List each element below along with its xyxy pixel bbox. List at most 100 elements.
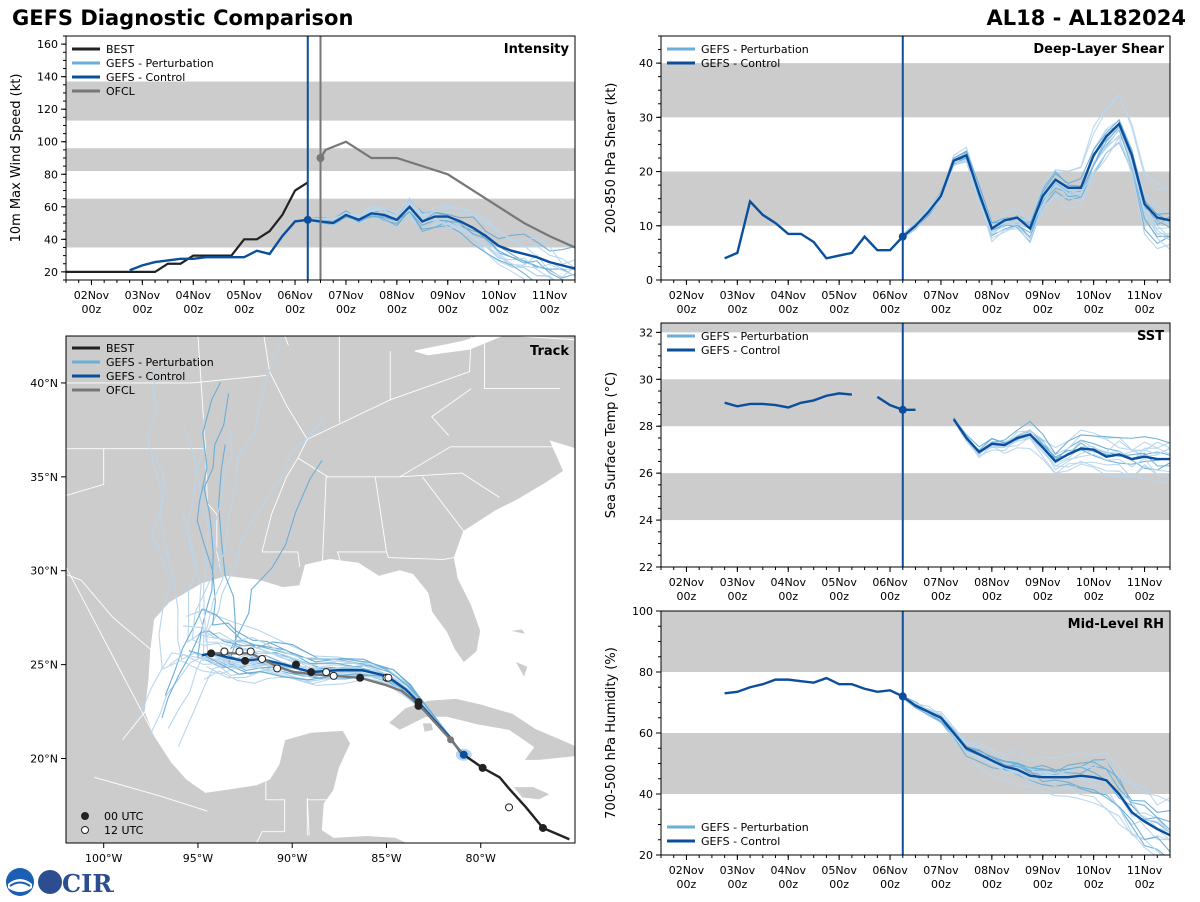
lat-tick-label: 35°N bbox=[30, 471, 58, 484]
x-tick-label: 09Nov bbox=[1025, 289, 1061, 302]
ofcl-track bbox=[213, 652, 465, 756]
x-tick-label: 00z bbox=[727, 303, 747, 316]
x-tick-label: 03Nov bbox=[720, 864, 756, 877]
y-axis-label: 200-850 hPa Shear (kt) bbox=[604, 83, 619, 234]
legend-entry: GEFS - Control bbox=[701, 835, 780, 848]
x-tick-label: 00z bbox=[336, 303, 356, 316]
y-tick-label: 20 bbox=[44, 266, 58, 279]
legend-entry: GEFS - Control bbox=[701, 344, 780, 357]
y-tick-label: 40 bbox=[639, 57, 653, 70]
marker-legend-symbol bbox=[81, 812, 89, 820]
state-border bbox=[386, 551, 455, 560]
land-jamaica bbox=[511, 786, 552, 801]
x-tick-label: 03Nov bbox=[720, 576, 756, 589]
lon-tick-label: 95°W bbox=[183, 852, 213, 865]
y-tick-label: 160 bbox=[37, 38, 58, 51]
x-tick-label: 03Nov bbox=[125, 289, 161, 302]
y-tick-label: 40 bbox=[639, 788, 653, 801]
x-tick-label: 00z bbox=[931, 303, 951, 316]
state-border bbox=[284, 336, 289, 346]
y-tick-label: 100 bbox=[37, 136, 58, 149]
y-tick-label: 140 bbox=[37, 71, 58, 84]
x-tick-label: 00z bbox=[931, 878, 951, 891]
panel-shear: 01020304002Nov00z03Nov00z04Nov00z05Nov00… bbox=[604, 35, 1171, 316]
map-area bbox=[66, 336, 575, 843]
y-tick-label: 80 bbox=[639, 666, 653, 679]
plot-area bbox=[724, 93, 1170, 260]
marker-00utc bbox=[307, 668, 316, 677]
x-tick-label: 07Nov bbox=[923, 289, 959, 302]
x-tick-label: 00z bbox=[1135, 303, 1155, 316]
x-tick-label: 04Nov bbox=[176, 289, 212, 302]
control-line bbox=[724, 392, 852, 409]
x-tick-label: 03Nov bbox=[720, 289, 756, 302]
y-tick-label: 20 bbox=[639, 849, 653, 862]
panel-title: Track bbox=[530, 344, 569, 359]
state-border bbox=[307, 336, 472, 440]
x-tick-label: 00z bbox=[982, 878, 1002, 891]
control-line bbox=[724, 121, 1170, 260]
ensemble-member-line bbox=[902, 696, 1156, 855]
lake-michigan bbox=[333, 336, 361, 337]
marker-legend-label: 12 UTC bbox=[104, 824, 144, 837]
state-border bbox=[374, 476, 387, 553]
x-tick-label: 00z bbox=[880, 303, 900, 316]
best-line bbox=[66, 181, 309, 273]
x-tick-label: 00z bbox=[677, 878, 697, 891]
state-border bbox=[336, 551, 387, 564]
x-tick-label: 09Nov bbox=[430, 289, 466, 302]
x-tick-label: 11Nov bbox=[1127, 289, 1163, 302]
y-axis-label: 10m Max Wind Speed (kt) bbox=[9, 74, 24, 243]
x-tick-label: 00z bbox=[82, 303, 102, 316]
ensemble-member-line bbox=[902, 695, 1170, 833]
lat-tick-label: 20°N bbox=[30, 753, 58, 766]
lon-tick-label: 100°W bbox=[85, 852, 122, 865]
y-tick-label: 80 bbox=[44, 168, 58, 181]
y-tick-label: 32 bbox=[639, 326, 653, 339]
marker-00utc bbox=[356, 673, 365, 682]
control-init-dot bbox=[898, 692, 907, 701]
cira-logo: CIRA bbox=[4, 866, 131, 898]
x-tick-label: 05Nov bbox=[226, 289, 262, 302]
x-tick-label: 02Nov bbox=[669, 576, 705, 589]
legend-entry: GEFS - Perturbation bbox=[701, 43, 809, 56]
x-tick-label: 00z bbox=[1084, 878, 1104, 891]
marker-legend-label: 00 UTC bbox=[104, 810, 144, 823]
y-tick-label: 30 bbox=[639, 111, 653, 124]
lon-tick-label: 85°W bbox=[371, 852, 401, 865]
x-tick-label: 11Nov bbox=[1127, 864, 1163, 877]
legend-entry: GEFS - Perturbation bbox=[701, 821, 809, 834]
y-tick-label: 100 bbox=[632, 605, 653, 618]
marker-00utc bbox=[478, 763, 487, 772]
x-tick-label: 07Nov bbox=[923, 864, 959, 877]
y-tick-label: 24 bbox=[639, 514, 653, 527]
state-border bbox=[321, 446, 562, 564]
control-init-dot bbox=[459, 750, 468, 759]
lon-tick-label: 90°W bbox=[277, 852, 307, 865]
x-tick-label: 00z bbox=[727, 878, 747, 891]
state-border bbox=[484, 336, 560, 390]
marker-12utc bbox=[322, 668, 331, 677]
y-tick-label: 0 bbox=[646, 274, 653, 287]
state-border bbox=[297, 457, 329, 478]
panel-title: Mid-Level RH bbox=[1068, 617, 1164, 632]
x-tick-label: 00z bbox=[132, 303, 152, 316]
marker-00utc bbox=[291, 660, 300, 669]
x-tick-label: 08Nov bbox=[974, 576, 1010, 589]
panel-intensity: 2040608010012014016002Nov00z03Nov00z04No… bbox=[9, 35, 576, 316]
x-tick-label: 10Nov bbox=[1076, 289, 1112, 302]
x-tick-label: 08Nov bbox=[974, 864, 1010, 877]
land-mainland bbox=[66, 336, 575, 843]
x-tick-label: 00z bbox=[234, 303, 254, 316]
shade-band bbox=[661, 63, 1170, 118]
x-tick-label: 00z bbox=[829, 590, 849, 603]
x-tick-label: 00z bbox=[1033, 590, 1053, 603]
plot-area bbox=[724, 676, 1170, 855]
plot-area bbox=[724, 392, 1170, 485]
legend-entry: GEFS - Control bbox=[106, 71, 185, 84]
x-tick-label: 00z bbox=[778, 590, 798, 603]
ensemble-track bbox=[196, 382, 465, 757]
marker-12utc bbox=[235, 647, 244, 656]
marker-00utc bbox=[538, 823, 547, 832]
